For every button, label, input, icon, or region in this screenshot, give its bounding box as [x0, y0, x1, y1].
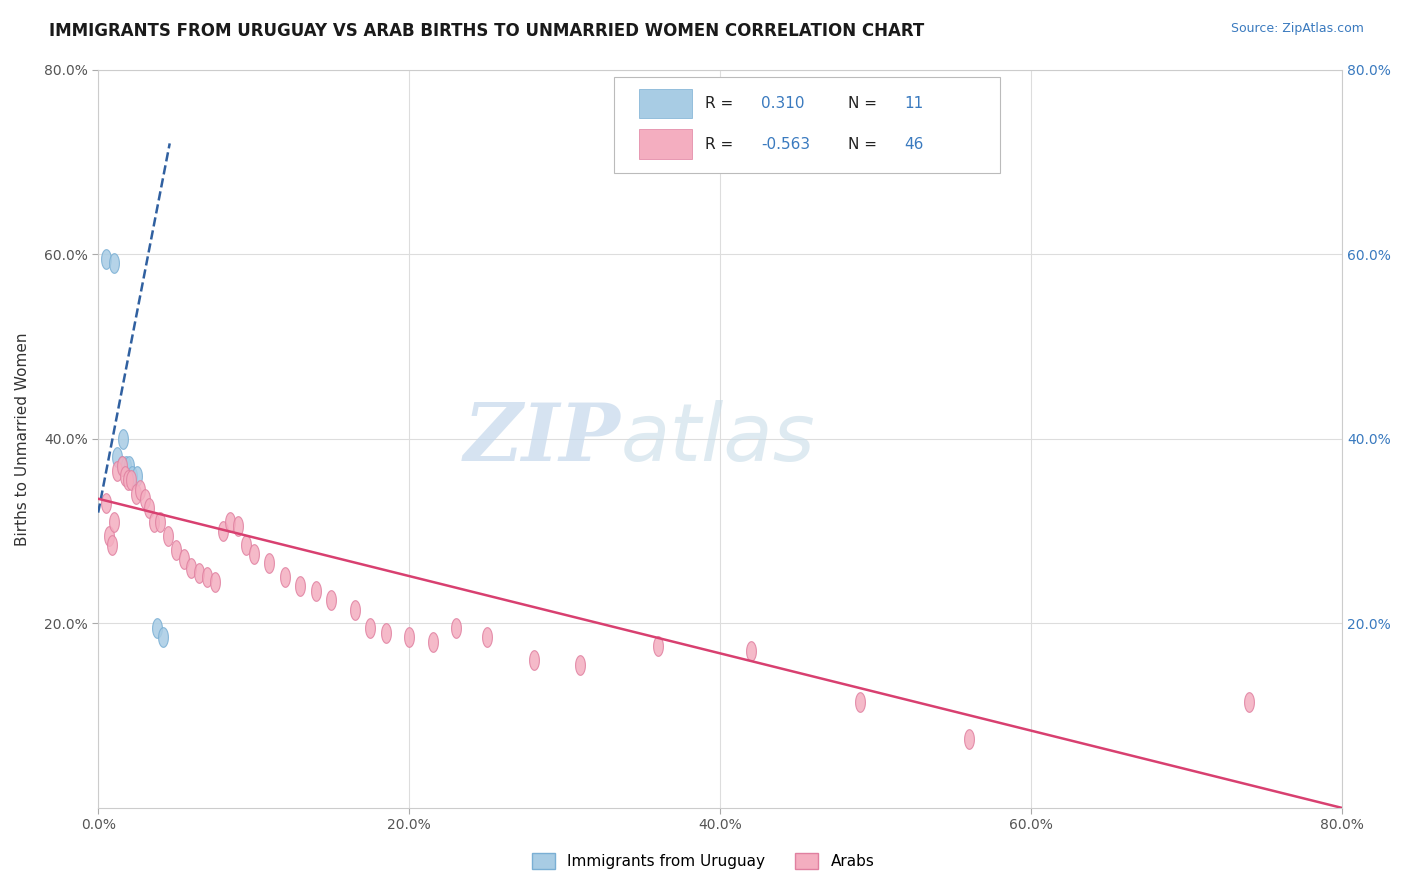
Point: [103, 256, 125, 270]
FancyBboxPatch shape: [640, 88, 692, 118]
Point: [475, 630, 498, 644]
Point: [374, 625, 396, 640]
Point: [204, 574, 226, 589]
Text: 11: 11: [904, 95, 924, 111]
FancyBboxPatch shape: [640, 129, 692, 159]
Point: [305, 584, 328, 599]
Point: [143, 515, 166, 529]
Text: atlas: atlas: [620, 400, 815, 478]
Text: -0.563: -0.563: [761, 137, 810, 152]
Text: Source: ZipAtlas.com: Source: ZipAtlas.com: [1230, 22, 1364, 36]
Point: [152, 630, 174, 644]
Point: [110, 459, 132, 474]
Point: [114, 468, 136, 483]
Point: [647, 640, 669, 654]
Point: [398, 630, 420, 644]
Point: [290, 579, 312, 593]
Point: [157, 529, 180, 543]
Point: [274, 570, 297, 584]
Text: ZIP: ZIP: [464, 400, 620, 477]
Point: [149, 515, 172, 529]
Point: [235, 538, 257, 552]
Text: R =: R =: [706, 137, 738, 152]
Text: N =: N =: [848, 137, 882, 152]
Point: [957, 731, 980, 746]
Point: [740, 644, 762, 658]
Point: [195, 570, 218, 584]
Point: [105, 464, 128, 478]
Point: [1237, 695, 1260, 709]
Point: [120, 473, 142, 487]
Point: [422, 635, 444, 649]
Point: [226, 519, 249, 533]
Point: [321, 593, 343, 607]
Point: [112, 432, 135, 446]
Point: [115, 459, 138, 474]
Point: [343, 602, 366, 616]
Point: [105, 450, 128, 465]
Point: [444, 621, 467, 635]
Point: [523, 653, 546, 667]
Point: [359, 621, 381, 635]
Legend: Immigrants from Uruguay, Arabs: Immigrants from Uruguay, Arabs: [526, 847, 880, 875]
Point: [124, 487, 146, 501]
Point: [110, 459, 132, 474]
Text: N =: N =: [848, 95, 882, 111]
Point: [98, 529, 121, 543]
Point: [173, 551, 195, 566]
Point: [257, 557, 280, 571]
Point: [117, 473, 139, 487]
Point: [129, 483, 152, 497]
Point: [188, 566, 211, 580]
Point: [165, 542, 187, 557]
Point: [121, 468, 143, 483]
Point: [125, 468, 148, 483]
Point: [569, 657, 592, 672]
Text: IMMIGRANTS FROM URUGUAY VS ARAB BIRTHS TO UNMARRIED WOMEN CORRELATION CHART: IMMIGRANTS FROM URUGUAY VS ARAB BIRTHS T…: [49, 22, 925, 40]
Point: [849, 695, 872, 709]
Point: [103, 515, 125, 529]
Point: [219, 515, 242, 529]
FancyBboxPatch shape: [614, 77, 1000, 173]
Point: [138, 501, 160, 516]
Point: [101, 538, 124, 552]
Point: [242, 547, 264, 561]
Point: [94, 252, 117, 266]
Text: 0.310: 0.310: [761, 95, 804, 111]
Point: [146, 621, 169, 635]
Y-axis label: Births to Unmarried Women: Births to Unmarried Women: [15, 332, 30, 546]
Point: [94, 496, 117, 510]
Point: [118, 459, 141, 474]
Text: R =: R =: [706, 95, 738, 111]
Point: [180, 561, 202, 575]
Point: [134, 491, 156, 506]
Text: 46: 46: [904, 137, 924, 152]
Point: [211, 524, 233, 538]
